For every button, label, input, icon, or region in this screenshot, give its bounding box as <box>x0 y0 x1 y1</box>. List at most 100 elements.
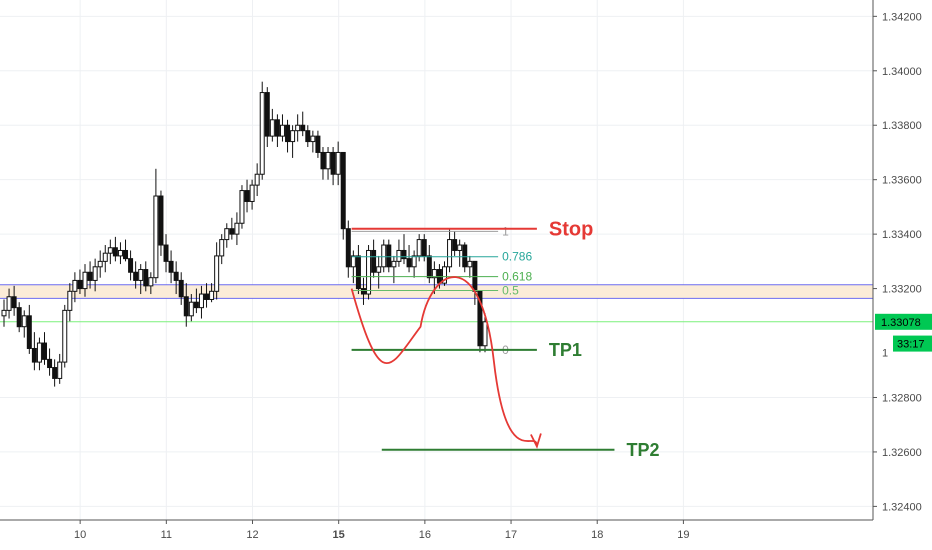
candle <box>204 283 210 308</box>
candle-body <box>305 130 311 143</box>
candle-body <box>441 266 447 284</box>
projection-arrow-icon <box>530 433 542 449</box>
candle <box>234 212 240 246</box>
candle-body <box>310 135 316 143</box>
candle-body <box>482 321 488 347</box>
price-tick-label: 1.33200 <box>882 284 922 296</box>
candle-body <box>376 266 382 273</box>
time-tick-label: 19 <box>677 529 689 541</box>
candle <box>355 245 361 295</box>
candle <box>340 151 346 240</box>
candle-body <box>143 269 149 287</box>
candle <box>447 228 453 273</box>
candle-body <box>31 347 37 363</box>
time-tick-label: 10 <box>74 529 86 541</box>
candle-body <box>462 244 468 268</box>
candle-body <box>82 271 88 290</box>
time-axis-background <box>0 520 932 550</box>
candle-body <box>300 124 306 132</box>
candle-body <box>269 119 275 137</box>
candle-body <box>371 249 377 273</box>
candle <box>279 114 285 142</box>
candle-body <box>259 92 265 175</box>
price-axis-background <box>873 0 932 550</box>
candle-body <box>158 195 164 246</box>
candle-body <box>107 247 113 254</box>
candle <box>244 179 250 213</box>
candle-body <box>315 135 321 153</box>
price-axis[interactable]: 1.34200 1.34000 1.33800 1.33600 1.33400 1.332… <box>872 0 932 550</box>
candle <box>42 332 48 365</box>
candle <box>11 285 17 316</box>
candle <box>274 114 280 148</box>
candle-body <box>16 307 22 328</box>
candle-body <box>396 249 402 262</box>
candle <box>62 304 68 368</box>
candle <box>391 255 397 284</box>
candle <box>295 114 301 142</box>
candle-body <box>411 255 417 268</box>
current-price-badge[interactable] <box>875 313 932 330</box>
candle-body <box>279 124 285 137</box>
candle <box>47 348 53 376</box>
candle <box>163 234 169 273</box>
candle <box>26 304 32 354</box>
candle <box>198 285 204 319</box>
candle-body <box>381 244 387 268</box>
candle-body <box>426 255 432 279</box>
candle <box>183 283 189 327</box>
candle <box>1 299 7 327</box>
candle-body <box>239 190 245 224</box>
trade-annotations[interactable]: Stop TP1 TP2 <box>350 219 660 460</box>
candle <box>452 231 458 256</box>
candle-body <box>325 151 331 170</box>
price-tick-label: 1.32800 <box>882 392 922 404</box>
candle-body <box>153 195 159 279</box>
candle <box>239 185 245 229</box>
candle-body <box>21 315 27 328</box>
candle <box>57 353 63 384</box>
candle-body <box>133 271 139 281</box>
candle-body <box>163 244 169 262</box>
fib-level-label: 0.5 <box>502 283 519 297</box>
candle <box>285 119 291 153</box>
candle-body <box>335 151 341 175</box>
candle <box>219 234 225 265</box>
candle <box>386 239 392 273</box>
time-tick-label: 15 <box>333 529 345 541</box>
candle-body <box>406 258 412 268</box>
candle <box>77 269 83 295</box>
candle <box>315 130 321 158</box>
price-tick-label: 1.32400 <box>882 501 922 513</box>
candle-body <box>62 309 68 363</box>
candle-body <box>416 239 422 257</box>
candle-body <box>295 124 301 132</box>
annotation-label: TP2 <box>626 440 659 460</box>
candle <box>102 245 108 273</box>
candle-body <box>128 258 134 273</box>
candle-countdown-badge[interactable] <box>893 335 932 352</box>
candle-body <box>477 290 483 347</box>
time-tick-label: 16 <box>419 529 431 541</box>
candle <box>36 337 42 371</box>
candle-body <box>340 151 346 230</box>
candle-body <box>138 269 144 281</box>
candle <box>376 255 382 289</box>
candle <box>128 250 134 281</box>
candle <box>325 147 331 180</box>
candle <box>168 250 174 284</box>
candle <box>320 147 326 180</box>
candle <box>153 168 159 284</box>
candle <box>193 288 199 314</box>
current-price-label: 1.33078 <box>881 317 921 329</box>
candle-body <box>452 239 458 251</box>
annotation-label: TP1 <box>549 340 582 360</box>
projection-curve[interactable] <box>350 276 538 447</box>
candle <box>335 141 341 186</box>
candle <box>6 288 12 319</box>
candle-body <box>198 293 204 309</box>
candle-body <box>6 296 12 311</box>
time-axis[interactable]: 10 11 12 15 16 17 18 19 <box>0 519 932 550</box>
candle <box>209 283 215 303</box>
